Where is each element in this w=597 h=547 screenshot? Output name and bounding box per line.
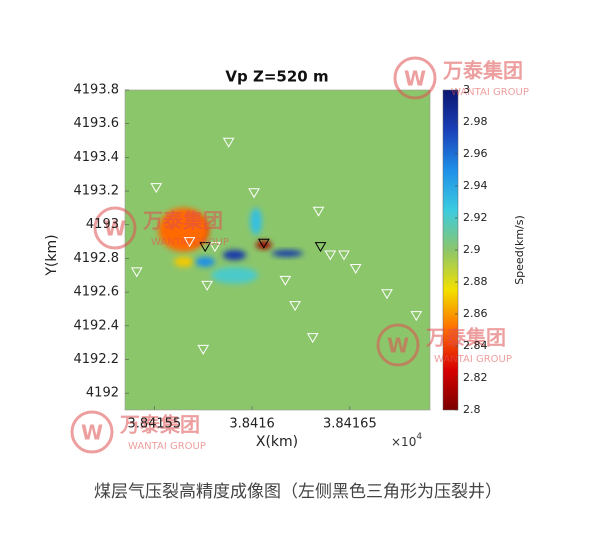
watermark-sub: WANTAI GROUP	[451, 87, 529, 98]
watermark-brand: 万泰集团	[442, 59, 523, 83]
station-marker	[289, 301, 301, 312]
well-marker	[199, 242, 212, 253]
y-tick-label: 4193.8	[74, 83, 120, 98]
y-tick-label: 4193.6	[74, 116, 120, 131]
velocity-anomaly	[250, 207, 262, 235]
watermark-brand: 万泰集团	[425, 326, 506, 350]
colorbar-tick-label: 2.9	[463, 243, 481, 256]
colorbar-tick-label: 2.88	[463, 275, 488, 288]
station-marker	[279, 275, 292, 286]
caption: 煤层气压裂高精度成像图（左侧黑色三角形为压裂井）	[94, 482, 502, 502]
colorbar-tick-label: 2.86	[463, 307, 488, 320]
station-marker	[324, 250, 337, 261]
colorbar-tick-label: 2.92	[463, 211, 488, 224]
watermark-logo	[93, 206, 137, 250]
y-tick-label: 4192.2	[74, 352, 120, 367]
colorbar-tick-label: 2.94	[463, 179, 488, 192]
y-tick-label: 4193	[86, 217, 119, 232]
x-axis-label: X(km)	[256, 434, 298, 450]
heatmap-background	[125, 90, 430, 410]
velocity-anomaly	[158, 207, 210, 252]
colorbar-tick-label: 3	[463, 83, 470, 96]
station-marker	[410, 311, 423, 322]
station-marker	[349, 264, 362, 275]
x-multiplier-base: ×10	[391, 435, 416, 449]
velocity-anomaly	[173, 256, 194, 267]
watermark-sub: WANTAI GROUP	[151, 237, 229, 248]
well-marker	[314, 242, 327, 253]
y-tick-label: 4193.4	[74, 150, 120, 165]
station-marker	[222, 137, 235, 148]
station-marker	[248, 188, 260, 199]
x-tick-label: 3.84155	[127, 417, 181, 432]
watermark: W 万泰集团 WANTAI GROUP	[93, 206, 229, 250]
station-marker	[306, 333, 319, 344]
station-marker	[197, 344, 210, 355]
station-marker	[209, 242, 221, 253]
watermark-logo-letter: W	[81, 421, 103, 445]
colorbar-tick-label: 2.84	[463, 339, 488, 352]
velocity-anomaly	[271, 250, 303, 257]
watermark-brand: 万泰集团	[142, 209, 223, 233]
y-tick-label: 4192	[86, 386, 119, 401]
watermark-logo	[393, 56, 437, 100]
watermark-logo	[376, 323, 420, 367]
velocity-anomaly	[222, 250, 247, 261]
watermark-sub: WANTAI GROUP	[128, 441, 206, 452]
station-marker	[183, 237, 196, 248]
well-marker	[257, 238, 270, 249]
station-marker	[130, 267, 143, 278]
x-multiplier-exponent: 4	[416, 432, 422, 442]
colorbar-tick-label: 2.8	[463, 403, 481, 416]
watermark: W 万泰集团 WANTAI GROUP	[70, 410, 206, 454]
watermark-logo-letter: W	[387, 334, 409, 358]
y-tick-label: 4193.2	[74, 184, 120, 199]
y-axis-label: Y(km)	[44, 234, 60, 276]
station-marker	[150, 183, 163, 194]
station-marker	[201, 280, 213, 291]
watermark: W 万泰集团 WANTAI GROUP	[393, 56, 529, 100]
colorbar-tick-label: 2.82	[463, 371, 488, 384]
watermark-logo-letter: W	[404, 67, 426, 91]
watermark: W 万泰集团 WANTAI GROUP	[376, 323, 512, 367]
x-tick-label: 3.84165	[323, 417, 377, 432]
colorbar-tick-label: 2.98	[463, 115, 488, 128]
station-marker	[338, 250, 350, 261]
x-multiplier: ×104	[391, 432, 422, 449]
y-tick-label: 4192.8	[74, 251, 120, 266]
plot-area	[125, 90, 430, 410]
plot-frame	[124, 89, 431, 411]
y-tick-label: 4192.4	[74, 318, 120, 333]
x-tick-label: 3.8416	[229, 417, 275, 432]
chart-title: Vp Z=520 m	[225, 68, 328, 86]
velocity-anomaly	[255, 240, 272, 250]
station-marker	[381, 289, 393, 300]
watermark-brand: 万泰集团	[119, 413, 200, 437]
watermark-logo-letter: W	[104, 217, 126, 241]
station-marker	[312, 206, 325, 217]
watermark-sub: WANTAI GROUP	[434, 354, 512, 365]
colorbar-tick-label: 2.96	[463, 147, 488, 160]
y-tick-label: 4192.6	[74, 285, 120, 300]
velocity-anomaly	[211, 266, 258, 284]
colorbar-label: Speed(km/s)	[513, 215, 526, 285]
velocity-anomaly	[195, 256, 215, 267]
watermark-logo	[70, 410, 114, 454]
